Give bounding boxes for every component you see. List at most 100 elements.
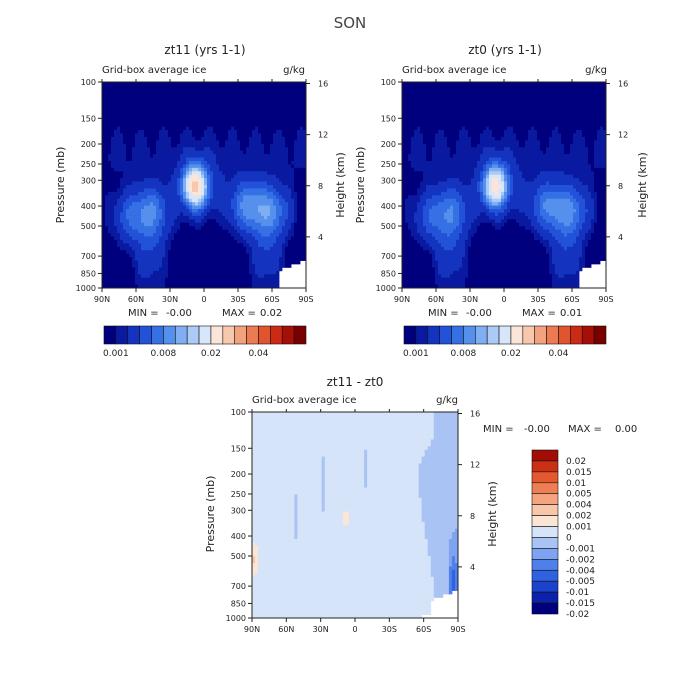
heatmap-cell bbox=[465, 92, 469, 97]
heatmap-cell bbox=[147, 267, 151, 272]
heatmap-cell bbox=[135, 123, 139, 128]
heatmap-cell bbox=[297, 209, 301, 213]
heatmap-cell bbox=[183, 178, 187, 182]
heatmap-cell bbox=[558, 82, 562, 86]
heatmap-cell bbox=[117, 198, 121, 203]
heatmap-cell bbox=[102, 198, 106, 203]
heatmap-cell bbox=[171, 209, 175, 213]
heatmap-cell bbox=[153, 88, 157, 93]
heatmap-cell bbox=[285, 154, 289, 158]
heatmap-cell bbox=[240, 126, 244, 131]
heatmap-cell bbox=[189, 119, 193, 124]
heatmap-cell bbox=[225, 222, 229, 227]
heatmap-cell bbox=[237, 236, 241, 241]
heatmap-cell bbox=[237, 212, 241, 217]
colorbar-swatch bbox=[246, 325, 259, 345]
heatmap-cell bbox=[213, 284, 217, 289]
heatmap-cell bbox=[114, 112, 118, 117]
heatmap-cell bbox=[231, 140, 235, 145]
heatmap-cell bbox=[171, 274, 175, 279]
heatmap-cell bbox=[195, 198, 199, 203]
heatmap-cell bbox=[414, 99, 418, 103]
heatmap-cell bbox=[162, 92, 166, 97]
heatmap-cell bbox=[273, 226, 277, 231]
heatmap-cell bbox=[591, 119, 595, 124]
heatmap-cell bbox=[273, 136, 277, 141]
heatmap-cell bbox=[222, 116, 226, 121]
heatmap-cell bbox=[234, 147, 238, 152]
heatmap-cell bbox=[189, 140, 193, 145]
heatmap-cell bbox=[225, 250, 229, 255]
heatmap-cell bbox=[222, 229, 226, 234]
heatmap-cell bbox=[177, 243, 181, 248]
heatmap-cell bbox=[273, 260, 277, 265]
heatmap-cell bbox=[153, 253, 157, 258]
heatmap-cell bbox=[129, 233, 133, 237]
heatmap-cell bbox=[420, 102, 424, 107]
heatmap-cell bbox=[222, 239, 226, 244]
heatmap-cell bbox=[156, 150, 160, 155]
heatmap-cell bbox=[234, 181, 238, 186]
heatmap-cell bbox=[117, 116, 121, 121]
heatmap-cell bbox=[192, 171, 196, 176]
heatmap-cell bbox=[303, 143, 307, 148]
heatmap-cell bbox=[291, 174, 295, 179]
heatmap-cell bbox=[192, 92, 196, 97]
heatmap-cell bbox=[114, 209, 118, 213]
heatmap-cell bbox=[237, 191, 241, 196]
heatmap-cell bbox=[195, 92, 199, 97]
heatmap-cell bbox=[132, 253, 136, 258]
heatmap-cell bbox=[201, 130, 205, 134]
heatmap-cell bbox=[282, 126, 286, 131]
heatmap-cell bbox=[183, 181, 187, 186]
heatmap-cell bbox=[258, 233, 262, 237]
heatmap-cell bbox=[447, 85, 451, 90]
heatmap-cell bbox=[288, 143, 292, 148]
heatmap-cell bbox=[273, 102, 277, 107]
heatmap-cell bbox=[213, 281, 217, 285]
heatmap-cell bbox=[570, 123, 574, 128]
heatmap-cell bbox=[201, 174, 205, 179]
heatmap-cell bbox=[249, 198, 253, 203]
heatmap-cell bbox=[132, 88, 136, 93]
heatmap-cell bbox=[519, 92, 523, 97]
heatmap-cell bbox=[501, 112, 505, 117]
heatmap-cell bbox=[204, 109, 208, 114]
heatmap-cell bbox=[180, 160, 184, 165]
heatmap-cell bbox=[252, 243, 256, 248]
heatmap-cell bbox=[177, 112, 181, 117]
heatmap-cell bbox=[276, 277, 280, 282]
heatmap-cell bbox=[108, 263, 112, 268]
heatmap-cell bbox=[186, 226, 190, 231]
heatmap-cell bbox=[222, 181, 226, 186]
heatmap-cell bbox=[225, 88, 229, 93]
heatmap-cell bbox=[180, 222, 184, 227]
heatmap-cell bbox=[255, 136, 259, 141]
heatmap-cell bbox=[231, 133, 235, 138]
heatmap-cell bbox=[411, 99, 415, 103]
heatmap-cell bbox=[276, 174, 280, 179]
heatmap-cell bbox=[516, 123, 520, 128]
heatmap-cell bbox=[285, 106, 289, 110]
heatmap-cell bbox=[489, 92, 493, 97]
heatmap-cell bbox=[240, 277, 244, 282]
heatmap-cell bbox=[204, 119, 208, 124]
heatmap-cell bbox=[285, 250, 289, 255]
heatmap-cell bbox=[186, 281, 190, 285]
heatmap-cell bbox=[216, 205, 220, 210]
heatmap-cell bbox=[198, 239, 202, 244]
heatmap-cell bbox=[219, 250, 223, 255]
heatmap-cell bbox=[276, 270, 280, 275]
heatmap-cell bbox=[276, 178, 280, 182]
heatmap-cell bbox=[291, 150, 295, 155]
heatmap-cell bbox=[141, 233, 145, 237]
heatmap-cell bbox=[303, 164, 307, 169]
heatmap-cell bbox=[126, 215, 130, 220]
heatmap-cell bbox=[252, 284, 256, 289]
heatmap-cell bbox=[105, 236, 109, 241]
heatmap-cell bbox=[102, 143, 106, 148]
heatmap-cell bbox=[516, 116, 520, 121]
heatmap-cell bbox=[267, 154, 271, 158]
heatmap-cell bbox=[192, 215, 196, 220]
heatmap-cell bbox=[153, 82, 157, 86]
